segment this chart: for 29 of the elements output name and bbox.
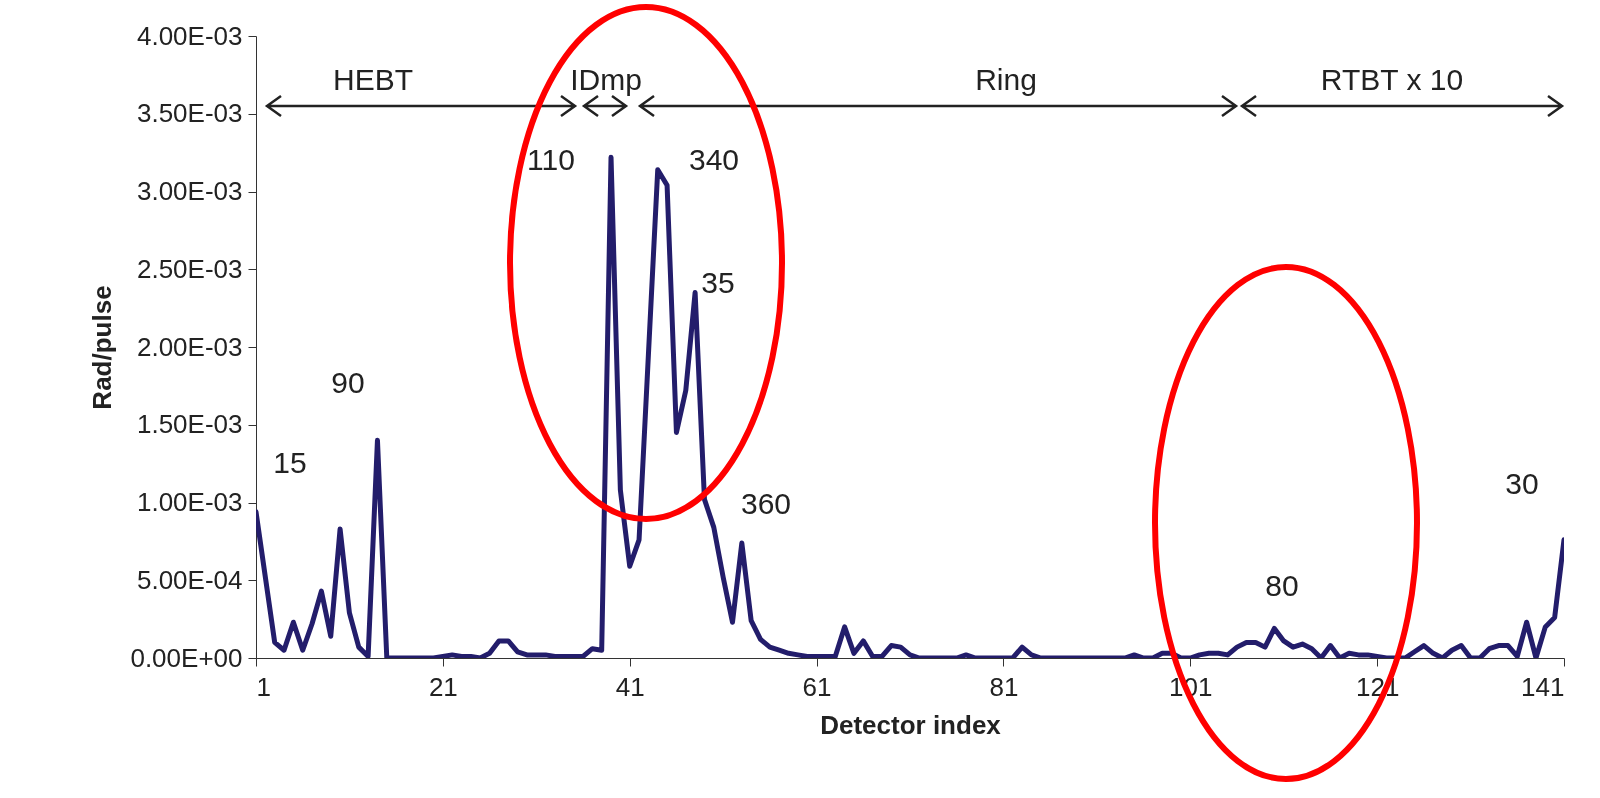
annotation: IDmp: [570, 62, 642, 96]
y-tick-label: 5.00E-04: [136, 564, 243, 595]
y-tick-label: 3.50E-03: [136, 98, 243, 129]
annotation: RTBT x 10: [1320, 62, 1464, 96]
x-tick-label: 81: [989, 671, 1019, 702]
y-axis-title: Rad/pulse: [87, 285, 118, 410]
x-tick-label: 41: [615, 671, 645, 702]
y-tick-label: 3.00E-03: [136, 176, 243, 206]
annotation: 30: [1505, 466, 1539, 500]
y-tick-label: 0.00E+00: [130, 642, 243, 673]
annotation: Ring: [975, 62, 1037, 96]
annotation: 15: [273, 445, 307, 479]
annotation: 35: [701, 265, 735, 299]
annotation: 110: [527, 142, 575, 176]
annotation: 340: [688, 142, 740, 176]
y-tick-label: 2.00E-03: [136, 331, 243, 362]
y-tick-label: 4.00E-03: [136, 20, 243, 51]
y-tick-label: 1.50E-03: [136, 409, 243, 440]
x-tick-label: 1: [256, 671, 271, 702]
x-tick-label: 61: [802, 671, 832, 702]
annotation: 90: [331, 365, 365, 399]
x-axis-title: Detector index: [820, 709, 1002, 740]
annotation: HEBT: [332, 62, 414, 96]
y-tick-label: 1.00E-03: [136, 487, 243, 517]
annotation: 80: [1265, 568, 1299, 602]
x-tick-label: 21: [428, 671, 458, 702]
y-tick-label: 2.50E-03: [136, 253, 243, 284]
x-tick-label: 141: [1521, 671, 1565, 702]
annotation: 360: [740, 486, 792, 520]
